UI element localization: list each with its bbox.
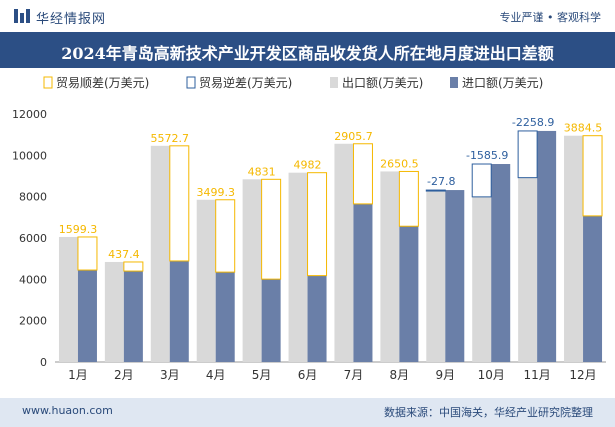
x-tick-label: 4月 <box>206 368 226 382</box>
label-surplus: 4982 <box>294 159 322 172</box>
legend-swatch-4 <box>450 77 458 88</box>
footer-source: 数据来源：中国海关，华经产业研究院整理 <box>384 406 593 419</box>
bars <box>58 130 603 362</box>
bar-surplus <box>307 172 328 277</box>
legend: 贸易顺差(万美元) 贸易逆差(万美元) 出口额(万美元) 进口额(万美元) <box>43 75 543 90</box>
bar-surplus <box>398 170 419 227</box>
x-tick-label: 1月 <box>68 368 88 382</box>
bar-export <box>242 179 262 362</box>
data-labels: 1599.3 437.4 5572.7 3499.3 4831 4982 2905.7 265… <box>59 116 603 261</box>
y-tick-label: 12000 <box>12 108 47 121</box>
label-surplus: 4831 <box>248 165 276 178</box>
bar-import <box>445 190 465 362</box>
bar-export <box>58 236 78 362</box>
top-bar: 华经情报网 专业严谨 • 客观科学 <box>0 0 615 32</box>
bar-import <box>215 272 235 362</box>
label-surplus: 2650.5 <box>380 157 419 170</box>
bar-import <box>123 271 143 362</box>
bar-export <box>472 196 492 362</box>
brand-logo-icon <box>14 9 30 23</box>
bar-import <box>537 130 557 362</box>
legend-swatch-1 <box>43 76 53 89</box>
chart: 贸易顺差(万美元) 贸易逆差(万美元) 出口额(万美元) 进口额(万美元) 0 2000… <box>12 75 606 382</box>
y-tick-label: 2000 <box>19 315 47 328</box>
label-surplus: 2905.7 <box>334 130 373 143</box>
x-axis: 1月 2月 3月 4月 5月 6月 7月 8月 9月 10月 11月 12月 <box>68 368 597 382</box>
y-tick-label: 0 <box>40 356 47 369</box>
bar-import <box>261 279 281 362</box>
bar-deficit <box>425 189 446 192</box>
legend-label-4: 进口额(万美元) <box>462 76 543 90</box>
chart-title: 2024年青岛高新技术产业开发区商品收发货人所在地月度进出口差额 <box>61 44 554 63</box>
x-tick-label: 7月 <box>344 368 364 382</box>
label-surplus: 3499.3 <box>196 186 235 199</box>
slogan: 专业严谨 • 客观科学 <box>499 11 601 24</box>
label-deficit: -1585.9 <box>466 149 508 162</box>
bar-export <box>150 145 170 362</box>
label-deficit: -27.8 <box>427 175 455 188</box>
y-axis: 0 2000 4000 6000 8000 10000 12000 <box>12 108 606 369</box>
bar-export <box>334 143 354 362</box>
bar-surplus <box>352 143 373 205</box>
bar-import <box>353 203 373 362</box>
bar-export <box>518 177 538 362</box>
x-tick-label: 10月 <box>478 368 505 382</box>
brand-name: 华经情报网 <box>36 12 107 27</box>
x-tick-label: 11月 <box>523 368 550 382</box>
label-surplus: 5572.7 <box>151 132 190 145</box>
title-bar <box>0 32 615 68</box>
label-deficit: -2258.9 <box>512 116 554 129</box>
label-surplus: 1599.3 <box>59 223 98 236</box>
label-surplus: 3884.5 <box>564 122 603 135</box>
legend-label-1: 贸易顺差(万美元) <box>56 76 149 90</box>
bar-import <box>77 270 97 362</box>
x-tick-label: 9月 <box>435 368 455 382</box>
legend-swatch-2 <box>186 76 196 89</box>
legend-label-3: 出口额(万美元) <box>342 76 423 90</box>
x-tick-label: 6月 <box>298 368 318 382</box>
bar-import <box>583 215 603 362</box>
bar-surplus <box>123 261 144 272</box>
bar-import <box>399 226 419 362</box>
bar-surplus <box>582 135 603 217</box>
x-tick-label: 2月 <box>114 368 134 382</box>
x-tick-label: 8月 <box>390 368 410 382</box>
bar-export <box>564 135 584 362</box>
x-tick-label: 5月 <box>252 368 272 382</box>
bar-import <box>307 275 327 362</box>
label-surplus: 437.4 <box>108 248 140 261</box>
bar-export <box>426 190 446 362</box>
y-tick-label: 6000 <box>19 232 47 245</box>
legend-label-2: 贸易逆差(万美元) <box>199 75 292 90</box>
y-tick-label: 10000 <box>12 149 47 162</box>
bar-export <box>196 199 216 362</box>
bar-surplus <box>169 145 190 262</box>
bar-import <box>169 260 189 362</box>
y-tick-label: 4000 <box>19 273 47 286</box>
bar-deficit <box>517 130 538 179</box>
bar-surplus <box>77 236 98 271</box>
y-tick-label: 8000 <box>19 191 47 204</box>
bar-deficit <box>471 163 492 198</box>
footer-url: www.huaon.com <box>22 404 113 417</box>
bar-export <box>288 172 308 362</box>
bar-import <box>491 164 511 362</box>
footer-bar <box>0 398 615 427</box>
x-tick-label: 3月 <box>160 368 180 382</box>
bar-surplus <box>261 178 282 280</box>
bar-surplus <box>215 199 236 273</box>
bar-export <box>380 171 400 362</box>
x-tick-label: 12月 <box>569 368 596 382</box>
legend-swatch-3 <box>330 77 338 88</box>
bar-export <box>104 261 124 362</box>
